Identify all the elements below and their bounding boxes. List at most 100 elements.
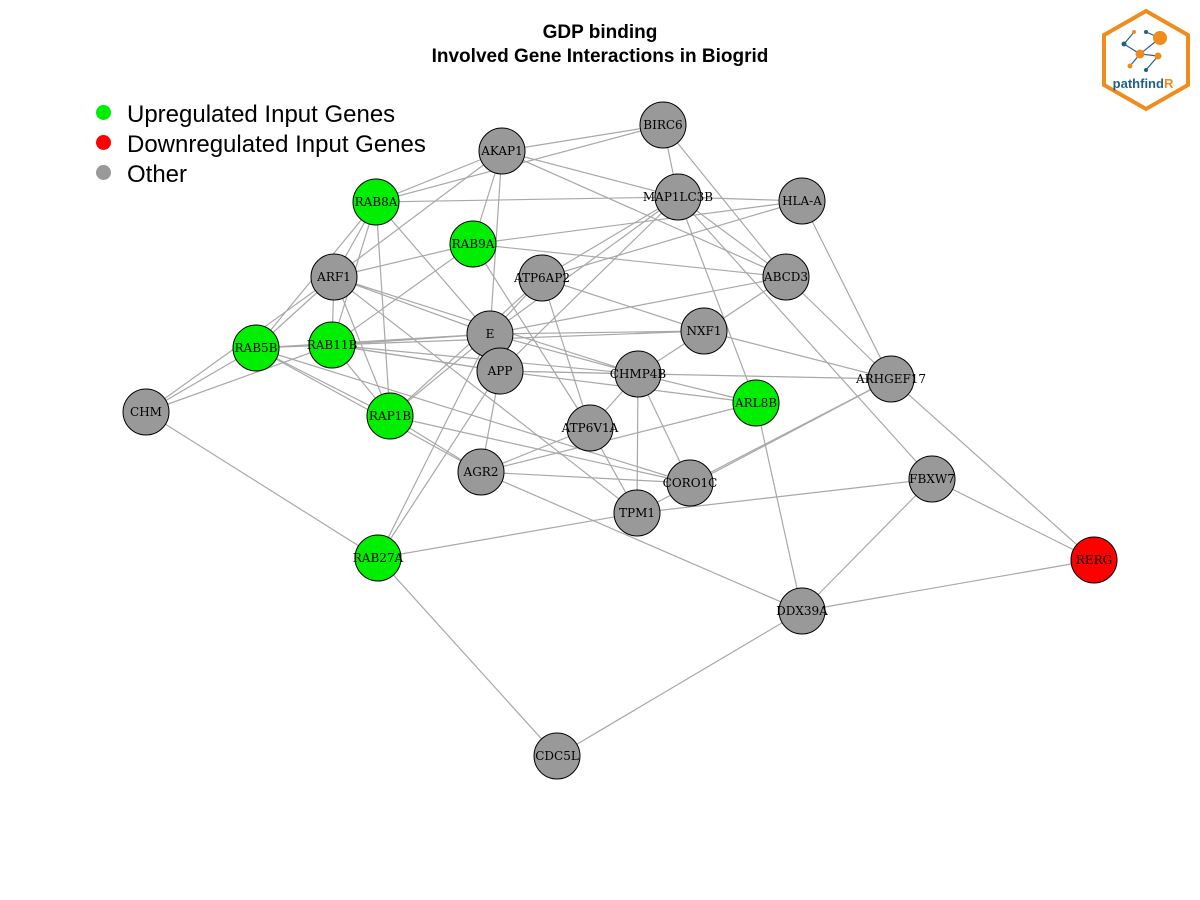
node-circle-chmp4b <box>614 350 662 398</box>
logo-text: pathfindR <box>1113 76 1174 91</box>
edge-chm-rab27a <box>145 411 379 559</box>
node-circle-rab9a <box>449 220 497 268</box>
edge-atp6ap2-nxf1 <box>541 277 705 332</box>
edge-hla-a-atp6ap2 <box>541 200 803 279</box>
edge-akap1-abcd3 <box>501 150 787 278</box>
node-circle-arf1 <box>310 253 358 301</box>
node-label-arf1: ARF1 <box>316 270 351 284</box>
edge-fbxw7-ddx39a <box>801 478 933 612</box>
node-circle-arl8b <box>732 379 780 427</box>
node-label-hla-a: HLA-A <box>782 194 822 208</box>
node-label-arl8b: ARL8B <box>734 396 777 410</box>
node-label-rab27a: RAB27A <box>353 551 404 565</box>
edge-fbxw7-rerg <box>931 478 1095 561</box>
edge-rab5b-rap1b <box>255 347 391 417</box>
node-rap1b: RAP1B <box>366 392 414 440</box>
node-label-rab8a: RAB8A <box>355 195 398 209</box>
node-rab5b: RAB5B <box>232 324 280 372</box>
node-chmp4b: CHMP4B <box>610 350 667 398</box>
edge-nxf1-arhgef17 <box>703 330 892 380</box>
node-label-cdc5l: CDC5L <box>535 749 579 763</box>
legend-dot-upregulated <box>96 105 111 120</box>
edge-akap1-map1lc3b <box>501 150 679 198</box>
edge-e-chmp4b <box>489 333 639 375</box>
logo-text-accent: R <box>1164 76 1174 91</box>
node-label-fbxw7: FBXW7 <box>909 472 955 486</box>
node-circle-rap1b <box>366 392 414 440</box>
legend-dot-other <box>96 165 111 180</box>
node-circle-app <box>476 347 524 395</box>
node-label-rab11b: RAB11B <box>307 338 358 352</box>
edge-rab27a-cdc5l <box>377 557 558 757</box>
node-label-arhgef17: ARHGEF17 <box>855 372 926 386</box>
node-akap1: AKAP1 <box>478 127 526 175</box>
node-circle-arhgef17 <box>867 355 915 403</box>
edge-hla-a-rab9a <box>472 200 803 245</box>
node-circle-cdc5l <box>533 732 581 780</box>
node-label-agr2: AGR2 <box>463 465 499 479</box>
node-arhgef17: ARHGEF17 <box>855 355 926 403</box>
node-circle-agr2 <box>457 448 505 496</box>
edge-rab9a-abcd3 <box>472 243 787 278</box>
node-arl8b: ARL8B <box>732 379 780 427</box>
title-line-2: Involved Gene Interactions in Biogrid <box>431 46 769 67</box>
node-circle-ddx39a <box>778 587 826 635</box>
legend-label-upregulated: Upregulated Input Genes <box>127 101 396 128</box>
node-circle-fbxw7 <box>908 455 956 503</box>
edge-map1lc3b-atp6ap2 <box>541 196 679 279</box>
node-fbxw7: FBXW7 <box>908 455 956 503</box>
node-circle-atp6ap2 <box>518 254 566 302</box>
node-label-rab9a: RAB9A <box>452 237 495 251</box>
node-circle-chm <box>122 388 170 436</box>
edge-rab8a-map1lc3b <box>375 196 679 203</box>
edge-ddx39a-cdc5l <box>556 610 803 757</box>
edge-agr2-ddx39a <box>480 471 803 612</box>
edge-ddx39a-rerg <box>801 559 1095 612</box>
edge-rab5b-coro1c <box>255 347 691 484</box>
edge-arf1-tpm1 <box>333 276 638 514</box>
legend-dot-downregulated <box>96 135 111 150</box>
edge-akap1-arf1 <box>333 150 503 278</box>
node-circle-atp6v1a <box>566 404 614 452</box>
node-circle-map1lc3b <box>654 173 702 221</box>
node-rerg: RERG <box>1070 536 1118 584</box>
node-circle-nxf1 <box>680 307 728 355</box>
node-circle-rab27a <box>354 534 402 582</box>
pathfindr-logo: pathfindR <box>1102 8 1190 112</box>
edge-rab9a-atp6v1a <box>472 243 591 429</box>
node-label-map1lc3b: MAP1LC3B <box>643 190 713 204</box>
node-circle-rerg <box>1070 536 1118 584</box>
edge-tpm1-rab27a <box>377 512 638 559</box>
node-label-coro1c: CORO1C <box>663 476 718 490</box>
node-arf1: ARF1 <box>310 253 358 301</box>
node-app: APP <box>476 347 524 395</box>
edge-rab8a-e <box>375 201 491 335</box>
node-label-rerg: RERG <box>1076 553 1112 567</box>
node-rab27a: RAB27A <box>353 534 404 582</box>
node-map1lc3b: MAP1LC3B <box>643 173 713 221</box>
logo-hexagon <box>1102 8 1190 112</box>
edge-abcd3-arhgef17 <box>785 276 892 380</box>
node-nxf1: NXF1 <box>680 307 728 355</box>
edge-hla-a-arhgef17 <box>801 200 892 380</box>
edge-arl8b-ddx39a <box>755 402 803 612</box>
edge-e-rab27a <box>377 333 491 559</box>
node-label-atp6ap2: ATP6AP2 <box>513 271 570 285</box>
title-line-1: GDP binding <box>542 22 658 43</box>
node-circle-akap1 <box>478 127 526 175</box>
node-rab9a: RAB9A <box>449 220 497 268</box>
logo-text-main: pathfind <box>1113 76 1164 91</box>
node-circle-rab11b <box>308 321 356 369</box>
node-label-chmp4b: CHMP4B <box>610 367 667 381</box>
node-circle-hla-a <box>778 177 826 225</box>
edge-arf1-rap1b <box>333 276 391 417</box>
edge-rab11b-e <box>331 333 491 346</box>
node-tpm1: TPM1 <box>613 489 661 537</box>
edge-layer <box>145 124 1095 757</box>
edge-e-nxf1 <box>489 330 705 335</box>
node-label-ddx39a: DDX39A <box>776 604 828 618</box>
node-birc6: BIRC6 <box>639 101 687 149</box>
edge-birc6-abcd3 <box>662 124 787 278</box>
node-chm: CHM <box>122 388 170 436</box>
